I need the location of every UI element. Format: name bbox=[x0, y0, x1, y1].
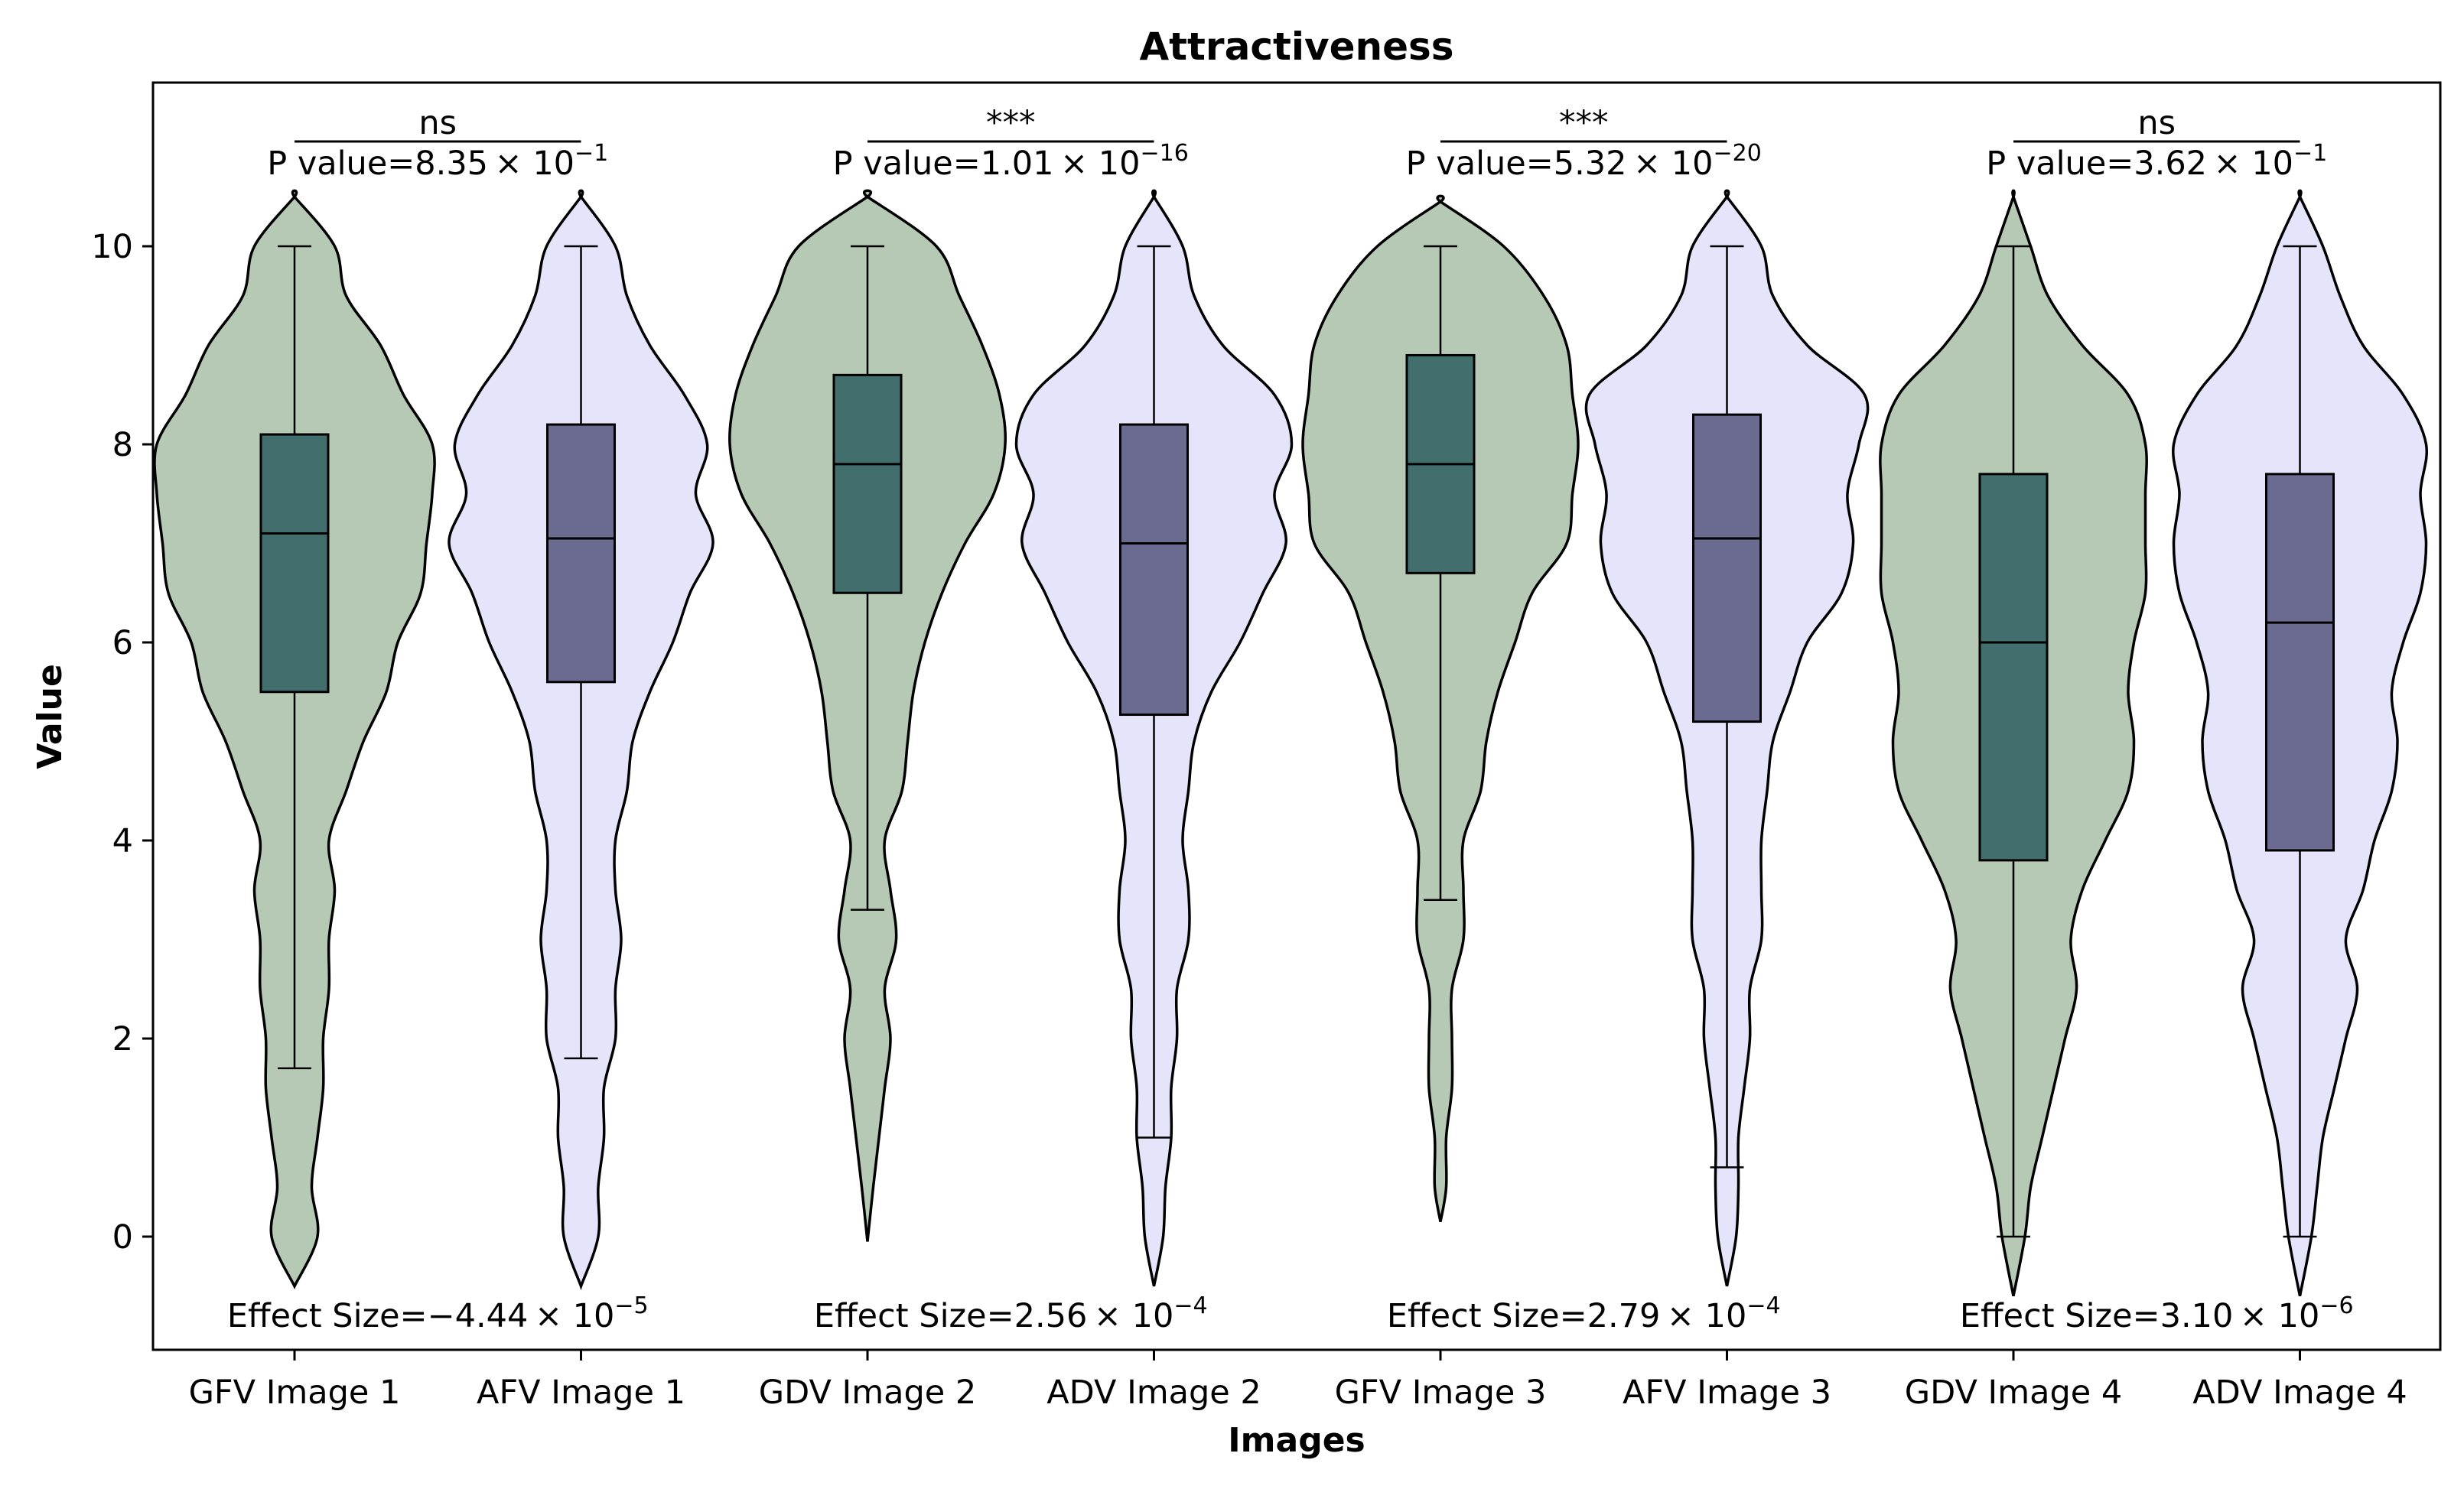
effect-size-label: Effect Size=2.79 × 10−4 bbox=[1387, 1292, 1781, 1335]
x-tick-label: GDV Image 2 bbox=[759, 1374, 976, 1412]
x-tick-label: ADV Image 4 bbox=[2192, 1374, 2407, 1412]
y-tick-label: 4 bbox=[112, 822, 133, 860]
box-iqr bbox=[1692, 413, 1762, 723]
y-tick-label: 0 bbox=[112, 1218, 133, 1257]
x-tick-label: GDV Image 4 bbox=[1905, 1374, 2122, 1412]
p-value-label: P value=8.35 × 10−1 bbox=[267, 140, 608, 183]
x-tick-label: AFV Image 3 bbox=[1623, 1374, 1831, 1412]
axes: 0 2 4 6 8 10 GFV Image 1 AFV Image 1 GDV Image 2… bbox=[91, 104, 2407, 1412]
significance-label: *** bbox=[986, 104, 1036, 142]
p-value-label: P value=5.32 × 10−20 bbox=[1406, 140, 1762, 183]
effect-size-label: Effect Size=3.10 × 10−6 bbox=[1960, 1292, 2354, 1335]
box-iqr bbox=[1119, 423, 1189, 717]
box-iqr bbox=[2265, 473, 2335, 852]
p-value-label: P value=3.62 × 10−1 bbox=[1986, 140, 2327, 183]
plot-frame bbox=[151, 81, 2442, 1351]
x-tick-label: GFV Image 1 bbox=[189, 1374, 401, 1412]
box-iqr bbox=[546, 423, 616, 684]
y-tick-label: 10 bbox=[91, 228, 133, 266]
chart-title: Attractiveness bbox=[1139, 24, 1453, 69]
plot-area bbox=[153, 189, 2428, 1297]
y-tick-label: 8 bbox=[112, 426, 133, 464]
significance-label: ns bbox=[418, 104, 457, 142]
x-axis-label: Images bbox=[1228, 1421, 1365, 1460]
effect-size-label: Effect Size=−4.44 × 10−5 bbox=[227, 1292, 649, 1335]
significance-label: *** bbox=[1559, 104, 1609, 142]
box-iqr bbox=[1978, 473, 2049, 862]
p-value-label: P value=1.01 × 10−16 bbox=[833, 140, 1189, 183]
box-iqr bbox=[259, 433, 330, 694]
x-tick-label: ADV Image 2 bbox=[1046, 1374, 1261, 1412]
x-tick-label: AFV Image 1 bbox=[477, 1374, 685, 1412]
y-tick-label: 6 bbox=[112, 624, 133, 662]
y-tick-label: 2 bbox=[112, 1020, 133, 1058]
y-axis-label: Value bbox=[31, 664, 70, 769]
box-iqr bbox=[832, 373, 903, 594]
significance-label: ns bbox=[2137, 104, 2176, 142]
effect-size-label: Effect Size=2.56 × 10−4 bbox=[814, 1292, 1208, 1335]
x-tick-label: GFV Image 3 bbox=[1335, 1374, 1547, 1412]
